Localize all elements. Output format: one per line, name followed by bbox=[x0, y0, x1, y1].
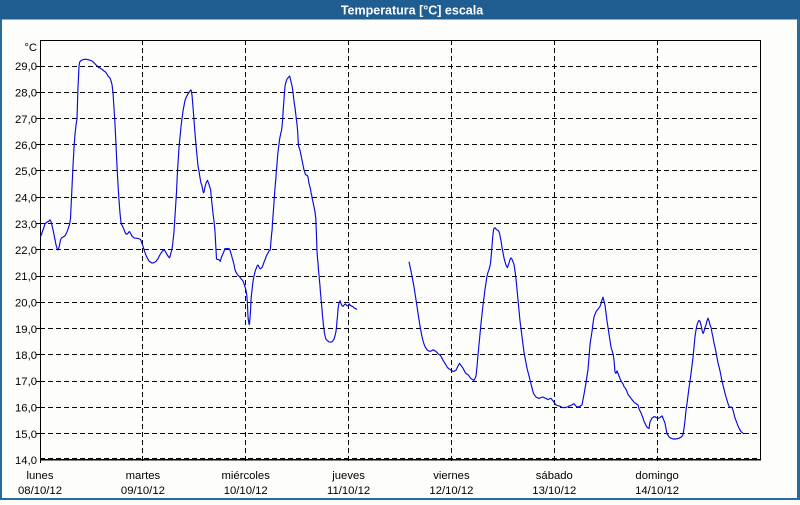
svg-text:27,0: 27,0 bbox=[15, 114, 37, 126]
svg-text:martes: martes bbox=[126, 470, 161, 482]
svg-text:09/10/12: 09/10/12 bbox=[121, 485, 165, 497]
svg-text:28,0: 28,0 bbox=[15, 88, 37, 100]
svg-text:viernes: viernes bbox=[433, 470, 470, 482]
svg-text:15,0: 15,0 bbox=[15, 429, 37, 441]
svg-text:23,0: 23,0 bbox=[15, 219, 37, 231]
svg-text:17,0: 17,0 bbox=[15, 376, 37, 388]
svg-text:miércoles: miércoles bbox=[222, 470, 271, 482]
svg-text:18,0: 18,0 bbox=[15, 350, 37, 362]
svg-text:10/10/12: 10/10/12 bbox=[224, 485, 268, 497]
svg-text:26,0: 26,0 bbox=[15, 140, 37, 152]
svg-text:08/10/12: 08/10/12 bbox=[18, 485, 62, 497]
svg-text:sábado: sábado bbox=[536, 470, 573, 482]
svg-text:29,0: 29,0 bbox=[15, 61, 37, 73]
svg-text:16,0: 16,0 bbox=[15, 403, 37, 415]
svg-text:jueves: jueves bbox=[331, 470, 365, 482]
svg-text:19,0: 19,0 bbox=[15, 324, 37, 336]
svg-text:20,0: 20,0 bbox=[15, 298, 37, 310]
svg-text:14,0: 14,0 bbox=[15, 455, 37, 467]
svg-text:domingo: domingo bbox=[635, 470, 678, 482]
svg-text:12/10/12: 12/10/12 bbox=[429, 485, 473, 497]
svg-text:21,0: 21,0 bbox=[15, 271, 37, 283]
svg-text:°C: °C bbox=[24, 42, 37, 54]
svg-text:lunes: lunes bbox=[26, 470, 53, 482]
svg-text:25,0: 25,0 bbox=[15, 166, 37, 178]
svg-text:22,0: 22,0 bbox=[15, 245, 37, 257]
svg-text:13/10/12: 13/10/12 bbox=[532, 485, 576, 497]
svg-text:Temperatura [°C] escala: Temperatura [°C] escala bbox=[341, 4, 484, 18]
svg-text:11/10/12: 11/10/12 bbox=[327, 485, 370, 497]
svg-text:24,0: 24,0 bbox=[15, 193, 37, 205]
svg-text:14/10/12: 14/10/12 bbox=[635, 485, 679, 497]
